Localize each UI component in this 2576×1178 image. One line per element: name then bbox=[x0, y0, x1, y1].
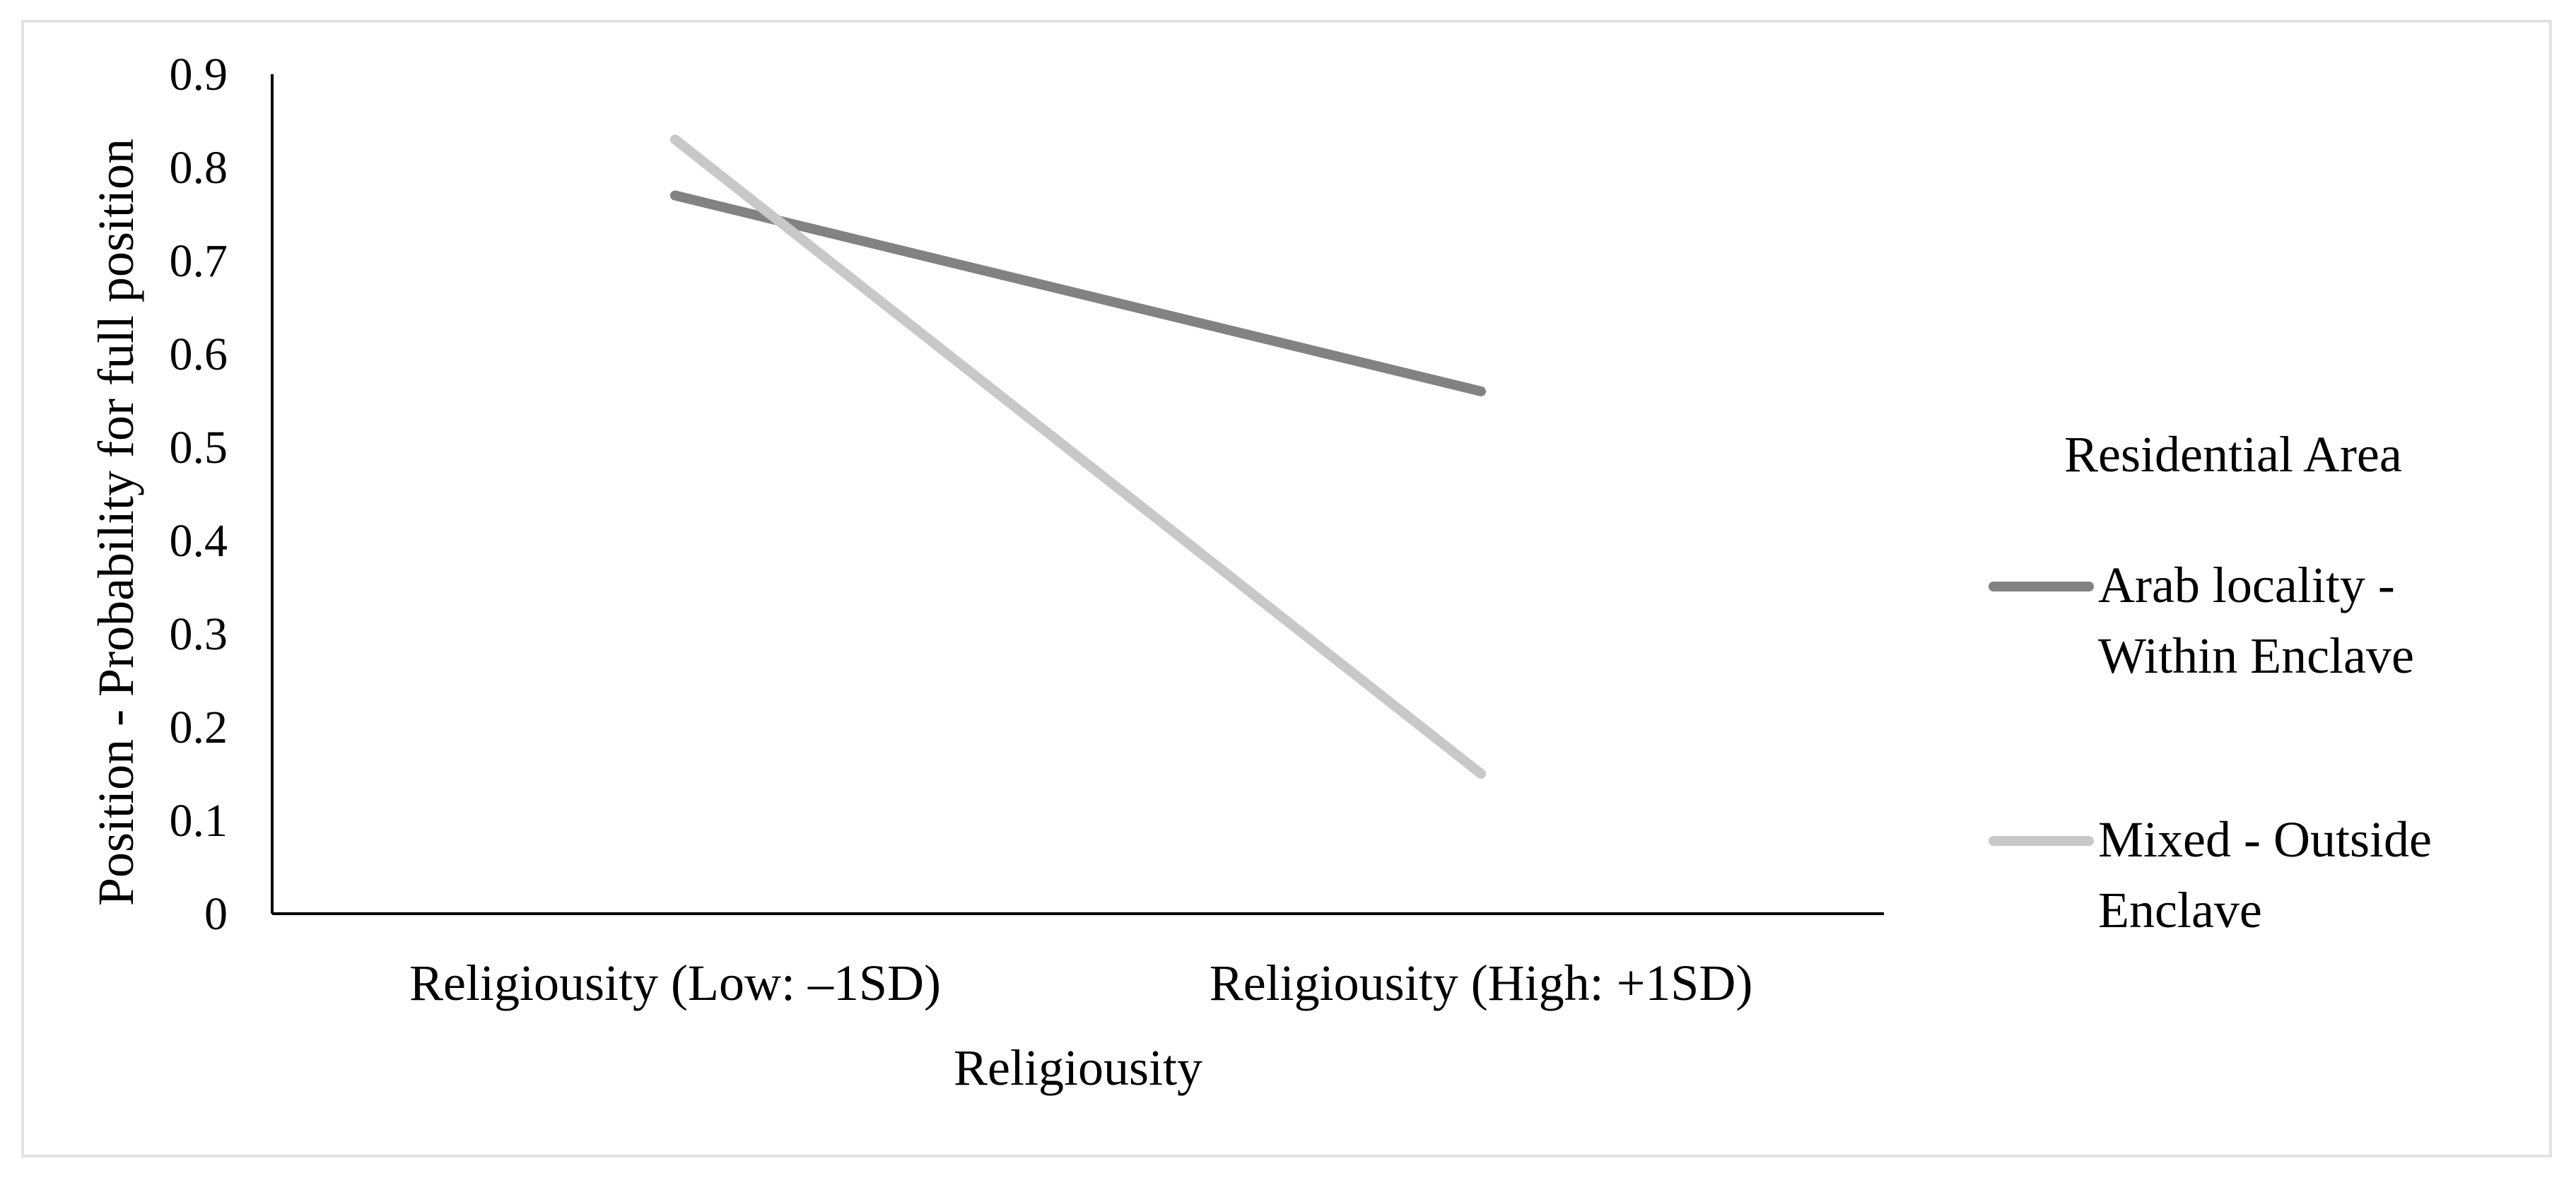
y-tick-label: 0.8 bbox=[170, 142, 228, 194]
x-tick-label: Religiousity (Low: –1SD) bbox=[409, 955, 941, 1011]
legend-items: Arab locality - Within Enclave Mixed - Out… bbox=[1989, 557, 2432, 938]
y-tick-label: 0.9 bbox=[170, 49, 228, 100]
series-line-2 bbox=[670, 134, 1486, 779]
y-tick-label: 0.3 bbox=[170, 608, 228, 660]
legend-label-line: Enclave bbox=[2098, 882, 2262, 938]
legend: Residential Area Arab locality - Within E… bbox=[1989, 426, 2432, 938]
x-axis-title: Religiousity bbox=[954, 1039, 1202, 1096]
y-tick-label: 0.5 bbox=[170, 422, 228, 473]
y-tick-label: 0.4 bbox=[170, 515, 228, 567]
series-line-1 bbox=[670, 190, 1486, 396]
legend-label-line: Mixed - Outside bbox=[2098, 811, 2432, 868]
legend-label-2: Mixed - Outside Enclave bbox=[2098, 811, 2432, 938]
y-tick-label: 0 bbox=[204, 888, 228, 940]
y-axis-title: Position - Probability for full position bbox=[88, 139, 144, 906]
x-tick-label: Religiousity (High: +1SD) bbox=[1210, 955, 1753, 1011]
y-tick-label: 0.6 bbox=[170, 329, 228, 380]
y-tick-label: 0.1 bbox=[170, 795, 228, 847]
chart-frame bbox=[21, 20, 2552, 1158]
series-layer bbox=[670, 134, 1486, 779]
y-axis-ticks: 0 0.1 0.2 0.3 0.4 0.5 0.6 0.7 0.8 0.9 bbox=[170, 49, 228, 940]
y-tick-label: 0.2 bbox=[170, 702, 228, 753]
legend-label-1: Arab locality - Within Enclave bbox=[2098, 557, 2414, 684]
legend-label-line: Within Enclave bbox=[2098, 628, 2414, 684]
y-tick-label: 0.7 bbox=[170, 235, 228, 287]
legend-title: Residential Area bbox=[2064, 426, 2402, 483]
x-axis-categories: Religiousity (Low: –1SD) Religiousity (Hi… bbox=[409, 955, 1752, 1011]
legend-label-line: Arab locality - bbox=[2098, 557, 2395, 613]
